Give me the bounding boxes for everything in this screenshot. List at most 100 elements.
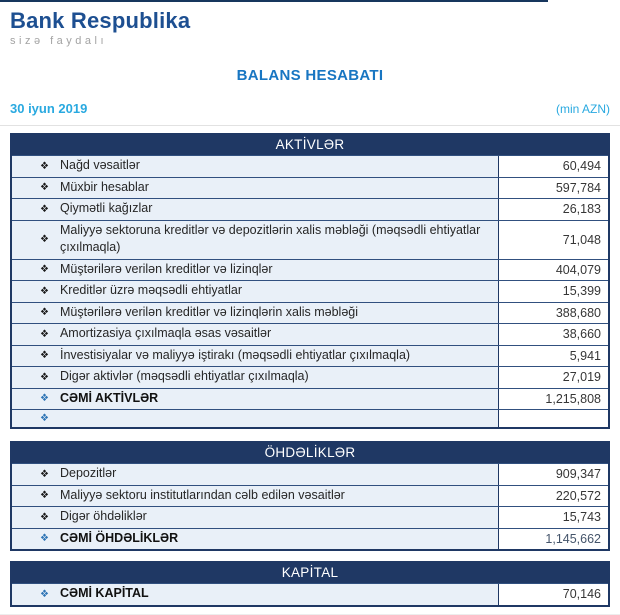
table-row: ❖ Maliyyə sektoruna kreditlər və depozitl… [12,219,608,259]
table-row: ❖ Amortizasiya çıxılmaqla əsas vəsaitlər 3… [12,323,608,345]
diamond-bullet-icon: ❖ [40,234,49,246]
row-value: 26,183 [498,199,608,220]
row-label-cell: ❖ Digər aktivlər (məqsədli ehtiyatlar çıx… [12,367,498,388]
table-row: ❖ Müştərilərə verilən kreditlər və lizinq… [12,258,608,281]
row-value: 220,572 [498,485,608,507]
row-value: 1,215,808 [498,388,608,410]
row-value: 404,079 [498,259,608,281]
bank-logo-name: Bank Respublika [10,8,191,33]
diamond-bullet-icon: ❖ [40,160,49,172]
row-label-cell: ❖ Maliyyə sektoruna kreditlər və depozitl… [12,220,498,259]
table-row: ❖ Qiymətli kağızlar 26,183 [12,198,608,220]
row-label: Müştərilərə verilən kreditlər və lizinql… [59,304,358,319]
table-row: ❖ CƏMİ ÖHDƏLİKLƏR 1,145,662 [12,527,608,550]
bank-logo-tagline: sizə faydalı [10,35,108,48]
table-section-header: AKTİVLƏR [12,135,608,156]
row-label-cell: ❖ CƏMİ ÖHDƏLİKLƏR [12,528,498,550]
row-label: Depozitlər [59,466,117,481]
table-row: ❖ Müxbir hesablar 597,784 [12,176,608,199]
report-date: 30 iyun 2019 [10,101,88,117]
row-label: Maliyyə sektoru institutlarından cəlb ed… [59,487,345,502]
row-value: 70,146 [498,584,608,605]
row-label-cell: ❖ Kreditlər üzrə məqsədli ehtiyatlar [12,281,498,302]
unit-note: (min AZN) [556,102,610,117]
row-value: 15,743 [498,507,608,528]
diamond-bullet-icon: ❖ [40,490,49,502]
diamond-bullet-icon: ❖ [40,350,49,362]
row-label: CƏMİ KAPİTAL [59,586,149,601]
table-row: ❖ [12,409,608,428]
diamond-bullet-icon: ❖ [40,285,49,297]
row-label: Qiymətli kağızlar [59,201,153,216]
row-value: 71,048 [498,220,608,259]
report-meta: 30 iyun 2019 (min AZN) [10,101,610,116]
row-label: Maliyyə sektoruna kreditlər və depozitlə… [59,222,481,255]
row-label: Müştərilərə verilən kreditlər və lizinql… [59,261,273,276]
row-label: Nağd vəsaitlər [59,158,140,173]
row-label-cell: ❖ Nağd vəsaitlər [12,156,498,177]
row-value: 38,660 [498,324,608,345]
diamond-bullet-icon: ❖ [40,468,49,480]
row-label: Digər öhdəliklər [59,509,147,524]
table-row: ❖ Müştərilərə verilən kreditlər və lizinq… [12,301,608,324]
table-row: ❖ Nağd vəsaitlər 60,494 [12,155,608,177]
row-label: CƏMİ AKTİVLƏR [59,390,159,405]
table-row: ❖ İnvestisiyalar və maliyyə iştirakı (məq… [12,344,608,367]
bank-logo: Bank Respublika sizə faydalı [0,0,620,47]
row-label: Amortizasiya çıxılmaqla əsas vəsaitlər [59,326,272,341]
row-label-cell: ❖ Qiymətli kağızlar [12,199,498,220]
row-value [498,410,608,428]
row-label [60,417,66,420]
row-label: Digər aktivlər (məqsədli ehtiyatlar çıxı… [59,369,309,384]
row-label-cell: ❖ Depozitlər [12,464,498,485]
balance-table: AKTİVLƏR ❖ Nağd vəsaitlər 60,494 ❖ Müxbir hes… [10,133,610,430]
diamond-bullet-icon: ❖ [40,393,49,405]
diamond-bullet-icon: ❖ [40,533,49,545]
row-value: 909,347 [498,464,608,485]
row-value: 15,399 [498,281,608,302]
row-value: 60,494 [498,156,608,177]
row-value: 5,941 [498,345,608,367]
diamond-bullet-icon: ❖ [40,307,49,319]
row-label-cell: ❖ İnvestisiyalar və maliyyə iştirakı (məq… [12,345,498,367]
row-label: İnvestisiyalar və maliyyə iştirakı (məqs… [59,347,411,362]
balance-tables: AKTİVLƏR ❖ Nağd vəsaitlər 60,494 ❖ Müxbir hes… [10,133,610,607]
balance-table: KAPİTAL ❖ CƏMİ KAPİTAL 70,146 [10,561,610,607]
diamond-bullet-icon: ❖ [40,328,49,340]
row-value: 597,784 [498,177,608,199]
row-label-cell: ❖ CƏMİ KAPİTAL [12,584,498,605]
diamond-bullet-icon: ❖ [40,371,49,383]
diamond-bullet-icon: ❖ [40,264,49,276]
row-label-cell: ❖ Digər öhdəliklər [12,507,498,528]
row-label-cell: ❖ Müştərilərə verilən kreditlər və lizinq… [12,259,498,281]
table-row: ❖ Depozitlər 909,347 [12,463,608,485]
table-row: ❖ CƏMİ AKTİVLƏR 1,215,808 [12,387,608,410]
table-section-header: ÖHDƏLİKLƏR [12,443,608,464]
row-label-cell: ❖ Müxbir hesablar [12,177,498,199]
diamond-bullet-icon: ❖ [40,588,49,600]
row-value: 1,145,662 [498,528,608,550]
row-value: 27,019 [498,367,608,388]
diamond-bullet-icon: ❖ [40,511,49,523]
top-accent-bar [0,0,548,2]
table-row: ❖ Digər aktivlər (məqsədli ehtiyatlar çıx… [12,366,608,388]
row-label-cell: ❖ [12,410,498,428]
row-label: CƏMİ ÖHDƏLİKLƏR [59,530,179,545]
row-label-cell: ❖ Amortizasiya çıxılmaqla əsas vəsaitlər [12,324,498,345]
table-row: ❖ Kreditlər üzrə məqsədli ehtiyatlar 15,39… [12,280,608,302]
diamond-bullet-icon: ❖ [40,182,49,194]
diamond-bullet-icon: ❖ [40,203,49,215]
table-row: ❖ CƏMİ KAPİTAL 70,146 [12,583,608,605]
row-label-cell: ❖ Maliyyə sektoru institutlarından cəlb e… [12,485,498,507]
table-section-header: KAPİTAL [12,563,608,584]
diamond-bullet-icon: ❖ [40,413,49,425]
row-label: Kreditlər üzrə məqsədli ehtiyatlar [59,283,242,298]
page-title: BALANS HESABATI [236,67,384,85]
divider-line [0,125,620,127]
row-label: Müxbir hesablar [59,179,149,194]
balance-table: ÖHDƏLİKLƏR ❖ Depozitlər 909,347 ❖ Maliyyə sek… [10,441,610,552]
table-row: ❖ Maliyyə sektoru institutlarından cəlb e… [12,484,608,507]
row-value: 388,680 [498,302,608,324]
table-row: ❖ Digər öhdəliklər 15,743 [12,506,608,528]
row-label-cell: ❖ Müştərilərə verilən kreditlər və lizinq… [12,302,498,324]
